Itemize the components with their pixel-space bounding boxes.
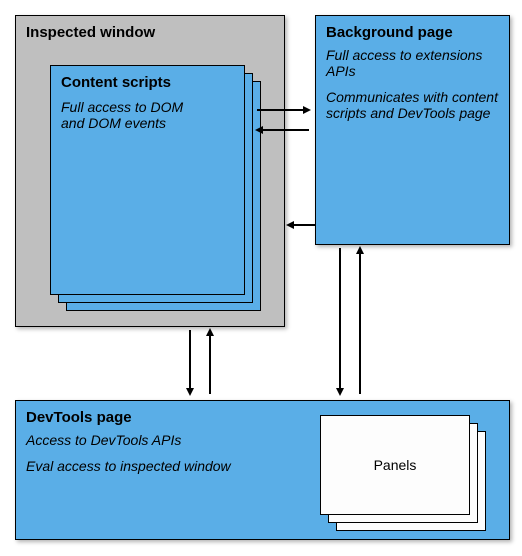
content-scripts-title: Content scripts	[61, 74, 234, 91]
background-page-title: Background page	[326, 24, 499, 41]
panels-node: Panels	[320, 415, 470, 515]
inspected-window-title: Inspected window	[26, 24, 274, 41]
content-scripts-desc: Full access to DOM and DOM events	[61, 99, 201, 131]
background-page-desc2: Communicates with content scripts and De…	[326, 89, 499, 121]
panels-label: Panels	[374, 457, 417, 473]
background-page-desc1: Full access to extensions APIs	[326, 47, 499, 79]
content-scripts-node: Content scripts Full access to DOM and D…	[50, 65, 245, 295]
background-page-node: Background page Full access to extension…	[315, 15, 510, 245]
